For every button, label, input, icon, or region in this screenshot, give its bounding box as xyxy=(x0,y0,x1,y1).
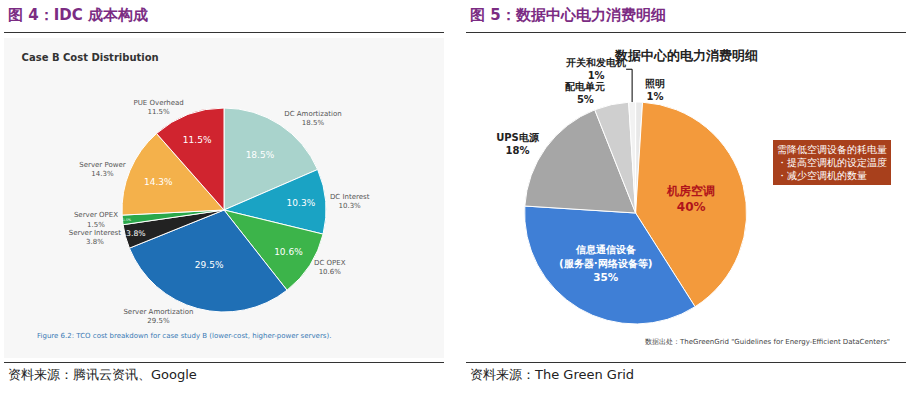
svg-text:1.5%: 1.5% xyxy=(123,218,131,222)
svg-text:29.5%: 29.5% xyxy=(195,260,224,270)
svg-text:14.3%: 14.3% xyxy=(144,177,173,187)
svg-text:10.6%: 10.6% xyxy=(274,247,303,257)
svg-text:Server Interest3.8%: Server Interest3.8% xyxy=(69,229,121,246)
svg-text:DC Amortization18.5%: DC Amortization18.5% xyxy=(284,110,341,127)
html-text:图 5：数据中心电力消费明细: 图 5：数据中心电力消费明细 xyxy=(470,6,666,24)
svg-text:3.8%: 3.8% xyxy=(126,229,146,238)
svg-text:Case B Cost Distribution: Case B Cost Distribution xyxy=(22,52,159,63)
svg-text:PUE Overhead11.5%: PUE Overhead11.5% xyxy=(133,99,183,116)
svg-text:配电单元5%: 配电单元5% xyxy=(565,81,605,105)
svg-text:DC OPEX10.6%: DC OPEX10.6% xyxy=(314,259,346,276)
svg-text:需降低空调设备的耗电量・提高空调机的设定温度・减少空调机的数: 需降低空调设备的耗电量・提高空调机的设定温度・减少空调机的数量 xyxy=(777,144,887,181)
html-text:资料来源：腾讯云资讯、Google: 资料来源：腾讯云资讯、Google xyxy=(8,367,197,382)
svg-text:开关和发电机1%: 开关和发电机1% xyxy=(565,57,626,81)
svg-text:照明1%: 照明1% xyxy=(645,78,665,102)
html-text:资料来源：The Green Grid: 资料来源：The Green Grid xyxy=(470,367,635,382)
svg-text:18.5%: 18.5% xyxy=(246,150,275,160)
svg-text:信息通信设备(服务器·网络设备等)35%: 信息通信设备(服务器·网络设备等)35% xyxy=(559,243,653,282)
svg-text:Server Power14.3%: Server Power14.3% xyxy=(79,161,125,178)
svg-text:DC Interest10.3%: DC Interest10.3% xyxy=(330,193,370,210)
svg-text:Server Amortization29.5%: Server Amortization29.5% xyxy=(123,308,193,325)
svg-text:数据出处：TheGreenGrid "Guidelines: 数据出处：TheGreenGrid "Guidelines for Energy… xyxy=(645,338,890,346)
svg-text:数据中心的电力消费明细: 数据中心的电力消费明细 xyxy=(614,48,758,63)
svg-text:UPS电源18%: UPS电源18% xyxy=(496,132,540,156)
svg-text:Server OPEX1.5%: Server OPEX1.5% xyxy=(74,211,118,228)
svg-text:10.3%: 10.3% xyxy=(287,198,316,208)
svg-text:Figure 6.2: TCO cost breakdown: Figure 6.2: TCO cost breakdown for case … xyxy=(37,332,331,340)
svg-text:11.5%: 11.5% xyxy=(183,135,212,145)
html-text:图 4：IDC 成本构成: 图 4：IDC 成本构成 xyxy=(8,6,148,24)
svg-text:机房空调40%: 机房空调40% xyxy=(666,184,715,214)
